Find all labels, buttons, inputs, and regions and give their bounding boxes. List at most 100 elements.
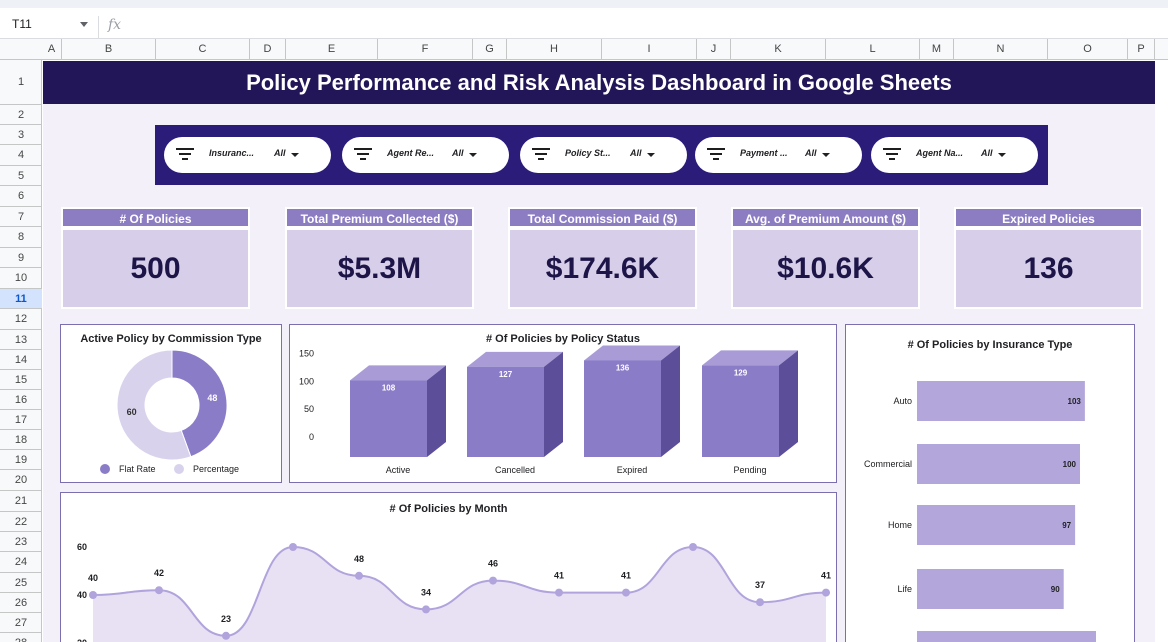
dashboard-title: Policy Performance and Risk Analysis Das… <box>43 61 1155 104</box>
column-header[interactable]: L <box>826 39 920 60</box>
filter-panel: Insuranc... All Agent Re... All Policy St...… <box>155 125 1048 185</box>
row-header[interactable]: 20 <box>0 470 42 491</box>
filter-icon <box>707 148 725 162</box>
filter-icon <box>354 148 372 162</box>
row-header[interactable]: 2 <box>0 105 42 125</box>
column-bar-front <box>702 365 779 457</box>
row-header[interactable]: 27 <box>0 613 42 633</box>
point-data-label: 37 <box>755 580 765 590</box>
filter-dropdown[interactable]: Policy St... All <box>520 137 687 173</box>
column-header[interactable]: J <box>697 39 731 60</box>
row-header[interactable]: 25 <box>0 573 42 593</box>
row-header[interactable]: 24 <box>0 552 42 573</box>
policy-status-chart: # Of Policies by Policy Status 0 50 100 150… <box>289 324 837 483</box>
row-header[interactable]: 10 <box>0 268 42 289</box>
column-chart-svg: 0 50 100 150 108 Active 127 Cancelled 136 Expired… <box>299 345 798 475</box>
bar-data-label: 97 <box>1062 521 1071 530</box>
row-header[interactable]: 15 <box>0 370 42 390</box>
filter-dropdown[interactable]: Agent Na... All <box>871 137 1038 173</box>
donut-slice-percentage <box>116 349 192 461</box>
row-headers: 1 2 3 4 5 6 7 8 9 10 11 12 13 14 15 16 17 18 19 20 21 22 23 24 2… <box>0 60 42 642</box>
data-point <box>155 586 163 595</box>
slice-data-label: 60 <box>127 407 137 417</box>
chart-title: Active Policy by Commission Type <box>80 333 262 345</box>
filter-dropdown[interactable]: Agent Re... All <box>342 137 509 173</box>
filter-value: All <box>452 148 464 158</box>
column-header[interactable]: F <box>378 39 473 60</box>
row-header[interactable]: 21 <box>0 491 42 512</box>
row-header[interactable]: 14 <box>0 350 42 370</box>
filter-value: All <box>274 148 286 158</box>
column-header[interactable]: K <box>731 39 826 60</box>
column-header[interactable]: E <box>286 39 378 60</box>
column-header[interactable]: P <box>1128 39 1155 60</box>
column-header[interactable]: B <box>62 39 156 60</box>
kpi-label: Total Commission Paid ($) <box>508 207 697 228</box>
row-header[interactable]: 6 <box>0 186 42 207</box>
name-box[interactable]: T11 <box>6 16 92 34</box>
data-point <box>822 588 830 597</box>
name-box-dropdown-icon[interactable] <box>80 22 88 27</box>
point-data-label: 42 <box>154 568 164 578</box>
column-header[interactable]: H <box>507 39 602 60</box>
row-header[interactable]: 3 <box>0 125 42 145</box>
row-header[interactable]: 7 <box>0 207 42 227</box>
donut-chart-svg: 48 60 Flat Rate Percentage <box>100 349 239 474</box>
column-bar-side <box>661 345 680 457</box>
row-header[interactable]: 13 <box>0 330 42 350</box>
insurance-type-chart: # Of Policies by Insurance Type 103 Auto 1… <box>845 324 1135 642</box>
row-header[interactable]: 12 <box>0 309 42 330</box>
filter-dropdown[interactable]: Insuranc... All <box>164 137 331 173</box>
row-header[interactable]: 22 <box>0 512 42 532</box>
kpi-value: $5.3M <box>285 228 474 309</box>
column-header[interactable]: N <box>954 39 1048 60</box>
row-header[interactable]: 1 <box>0 60 42 105</box>
column-header[interactable]: A <box>42 39 62 60</box>
column-header[interactable]: D <box>250 39 286 60</box>
filter-label: Agent Re... <box>387 148 435 158</box>
row-header[interactable]: 19 <box>0 450 42 470</box>
browser-strip <box>0 0 1168 8</box>
column-header[interactable]: I <box>602 39 697 60</box>
column-bar-side <box>779 350 798 457</box>
row-header[interactable]: 11 <box>0 289 42 309</box>
bar-data-label: 129 <box>734 368 748 377</box>
row-header[interactable]: 9 <box>0 248 42 268</box>
row-header[interactable]: 16 <box>0 390 42 410</box>
filter-value: All <box>981 148 993 158</box>
column-bar-top <box>467 351 563 367</box>
kpi-card: Total Commission Paid ($) $174.6K <box>508 207 697 309</box>
column-bar <box>350 365 446 457</box>
row-header[interactable]: 28 <box>0 633 42 642</box>
row-header[interactable]: 5 <box>0 166 42 186</box>
data-point <box>489 576 497 585</box>
filter-icon <box>532 148 550 162</box>
point-data-label: 41 <box>621 571 631 581</box>
chevron-down-icon <box>647 153 655 157</box>
column-bar <box>584 345 680 457</box>
filter-label: Policy St... <box>565 148 611 158</box>
slice-data-label: 48 <box>207 393 217 403</box>
y-tick-label: 100 <box>299 376 314 386</box>
column-bar-top <box>584 345 680 361</box>
row-header[interactable]: 17 <box>0 410 42 430</box>
x-tick-label: Cancelled <box>495 465 535 475</box>
row-header[interactable]: 4 <box>0 145 42 166</box>
column-header[interactable]: G <box>473 39 507 60</box>
kpi-label: # Of Policies <box>61 207 250 228</box>
row-header[interactable]: 26 <box>0 593 42 613</box>
kpi-value: $174.6K <box>508 228 697 309</box>
row-header[interactable]: 23 <box>0 532 42 552</box>
y-tick-label: 40 <box>77 590 87 600</box>
point-data-label: 34 <box>421 587 431 597</box>
column-header[interactable]: O <box>1048 39 1128 60</box>
kpi-card: Avg. of Premium Amount ($) $10.6K <box>731 207 920 309</box>
data-point <box>689 543 697 551</box>
column-header[interactable]: C <box>156 39 250 60</box>
column-header[interactable]: M <box>920 39 954 60</box>
filter-dropdown[interactable]: Payment ... All <box>695 137 862 173</box>
data-point <box>555 588 563 597</box>
area-chart-svg: 20 40 60 40 42 23 48 34 46 41 41 37 41 <box>77 542 831 642</box>
row-header[interactable]: 8 <box>0 227 42 248</box>
row-header[interactable]: 18 <box>0 430 42 450</box>
